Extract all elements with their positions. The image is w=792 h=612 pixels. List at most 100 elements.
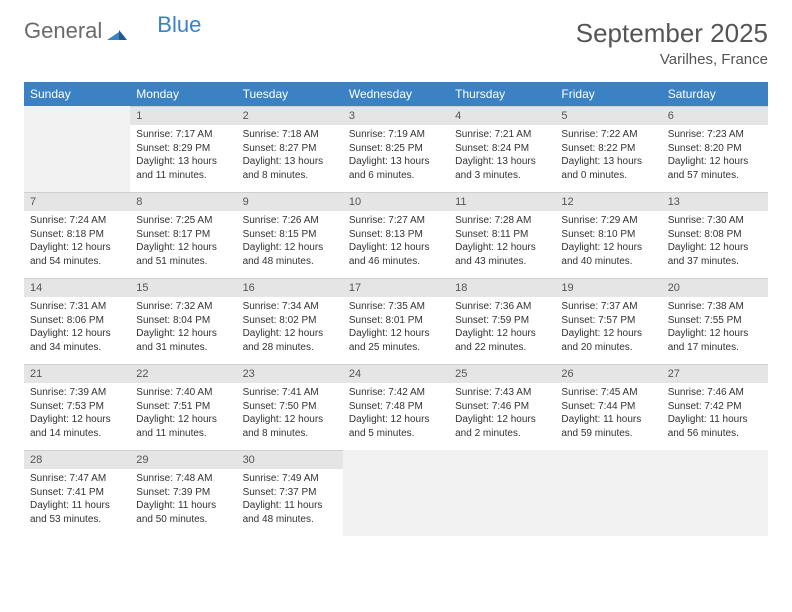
calendar-cell: 23Sunrise: 7:41 AMSunset: 7:50 PMDayligh… — [237, 364, 343, 450]
day-number: 22 — [130, 364, 236, 383]
weekday-header: Sunday — [24, 82, 130, 106]
title-block: September 2025 Varilhes, France — [576, 18, 768, 68]
calendar-row: 28Sunrise: 7:47 AMSunset: 7:41 PMDayligh… — [24, 450, 768, 536]
calendar-row: 1Sunrise: 7:17 AMSunset: 8:29 PMDaylight… — [24, 106, 768, 192]
calendar-cell — [662, 450, 768, 536]
calendar-cell: 13Sunrise: 7:30 AMSunset: 8:08 PMDayligh… — [662, 192, 768, 278]
sunset-text: Sunset: 7:48 PM — [349, 400, 443, 414]
day-number: 1 — [130, 106, 236, 125]
daylight-text: Daylight: 13 hours and 6 minutes. — [349, 155, 443, 182]
calendar-cell: 21Sunrise: 7:39 AMSunset: 7:53 PMDayligh… — [24, 364, 130, 450]
day-body: Sunrise: 7:21 AMSunset: 8:24 PMDaylight:… — [449, 125, 555, 186]
calendar-cell: 10Sunrise: 7:27 AMSunset: 8:13 PMDayligh… — [343, 192, 449, 278]
logo-icon — [107, 20, 127, 34]
sunset-text: Sunset: 8:20 PM — [668, 142, 762, 156]
day-number: 24 — [343, 364, 449, 383]
weekday-header: Saturday — [662, 82, 768, 106]
sunrise-text: Sunrise: 7:29 AM — [561, 214, 655, 228]
sunset-text: Sunset: 8:10 PM — [561, 228, 655, 242]
sunrise-text: Sunrise: 7:17 AM — [136, 128, 230, 142]
calendar-cell: 16Sunrise: 7:34 AMSunset: 8:02 PMDayligh… — [237, 278, 343, 364]
calendar-cell: 22Sunrise: 7:40 AMSunset: 7:51 PMDayligh… — [130, 364, 236, 450]
sunrise-text: Sunrise: 7:37 AM — [561, 300, 655, 314]
calendar-cell — [24, 106, 130, 192]
day-number: 6 — [662, 106, 768, 125]
sunset-text: Sunset: 8:02 PM — [243, 314, 337, 328]
sunrise-text: Sunrise: 7:22 AM — [561, 128, 655, 142]
sunset-text: Sunset: 8:11 PM — [455, 228, 549, 242]
daylight-text: Daylight: 12 hours and 22 minutes. — [455, 327, 549, 354]
sunrise-text: Sunrise: 7:40 AM — [136, 386, 230, 400]
sunset-text: Sunset: 8:17 PM — [136, 228, 230, 242]
sunrise-text: Sunrise: 7:48 AM — [136, 472, 230, 486]
sunset-text: Sunset: 7:53 PM — [30, 400, 124, 414]
calendar-cell: 4Sunrise: 7:21 AMSunset: 8:24 PMDaylight… — [449, 106, 555, 192]
calendar-cell: 7Sunrise: 7:24 AMSunset: 8:18 PMDaylight… — [24, 192, 130, 278]
daylight-text: Daylight: 13 hours and 0 minutes. — [561, 155, 655, 182]
calendar-cell: 15Sunrise: 7:32 AMSunset: 8:04 PMDayligh… — [130, 278, 236, 364]
calendar-body: 1Sunrise: 7:17 AMSunset: 8:29 PMDaylight… — [24, 106, 768, 536]
day-number: 29 — [130, 450, 236, 469]
calendar-cell: 12Sunrise: 7:29 AMSunset: 8:10 PMDayligh… — [555, 192, 661, 278]
sunrise-text: Sunrise: 7:42 AM — [349, 386, 443, 400]
day-number: 17 — [343, 278, 449, 297]
calendar-cell: 5Sunrise: 7:22 AMSunset: 8:22 PMDaylight… — [555, 106, 661, 192]
calendar-cell: 11Sunrise: 7:28 AMSunset: 8:11 PMDayligh… — [449, 192, 555, 278]
calendar-cell: 30Sunrise: 7:49 AMSunset: 7:37 PMDayligh… — [237, 450, 343, 536]
daylight-text: Daylight: 12 hours and 34 minutes. — [30, 327, 124, 354]
daylight-text: Daylight: 13 hours and 3 minutes. — [455, 155, 549, 182]
day-number: 4 — [449, 106, 555, 125]
day-body: Sunrise: 7:22 AMSunset: 8:22 PMDaylight:… — [555, 125, 661, 186]
sunset-text: Sunset: 7:42 PM — [668, 400, 762, 414]
calendar-row: 21Sunrise: 7:39 AMSunset: 7:53 PMDayligh… — [24, 364, 768, 450]
day-body: Sunrise: 7:38 AMSunset: 7:55 PMDaylight:… — [662, 297, 768, 358]
logo-text-1: General — [24, 18, 102, 44]
sunset-text: Sunset: 8:24 PM — [455, 142, 549, 156]
day-number: 16 — [237, 278, 343, 297]
sunrise-text: Sunrise: 7:43 AM — [455, 386, 549, 400]
day-number: 11 — [449, 192, 555, 211]
day-body: Sunrise: 7:17 AMSunset: 8:29 PMDaylight:… — [130, 125, 236, 186]
daylight-text: Daylight: 11 hours and 53 minutes. — [30, 499, 124, 526]
sunset-text: Sunset: 8:27 PM — [243, 142, 337, 156]
day-body: Sunrise: 7:19 AMSunset: 8:25 PMDaylight:… — [343, 125, 449, 186]
day-body: Sunrise: 7:49 AMSunset: 7:37 PMDaylight:… — [237, 469, 343, 530]
sunset-text: Sunset: 7:55 PM — [668, 314, 762, 328]
day-body: Sunrise: 7:40 AMSunset: 7:51 PMDaylight:… — [130, 383, 236, 444]
sunrise-text: Sunrise: 7:23 AM — [668, 128, 762, 142]
logo-text-2: Blue — [157, 12, 201, 38]
sunset-text: Sunset: 8:06 PM — [30, 314, 124, 328]
calendar-row: 7Sunrise: 7:24 AMSunset: 8:18 PMDaylight… — [24, 192, 768, 278]
day-number: 13 — [662, 192, 768, 211]
sunset-text: Sunset: 7:46 PM — [455, 400, 549, 414]
logo: General Blue — [24, 18, 175, 44]
day-body: Sunrise: 7:24 AMSunset: 8:18 PMDaylight:… — [24, 211, 130, 272]
location: Varilhes, France — [576, 51, 768, 68]
calendar-cell: 29Sunrise: 7:48 AMSunset: 7:39 PMDayligh… — [130, 450, 236, 536]
day-number: 2 — [237, 106, 343, 125]
calendar-cell: 2Sunrise: 7:18 AMSunset: 8:27 PMDaylight… — [237, 106, 343, 192]
day-body: Sunrise: 7:34 AMSunset: 8:02 PMDaylight:… — [237, 297, 343, 358]
sunset-text: Sunset: 7:37 PM — [243, 486, 337, 500]
daylight-text: Daylight: 13 hours and 11 minutes. — [136, 155, 230, 182]
calendar-cell: 9Sunrise: 7:26 AMSunset: 8:15 PMDaylight… — [237, 192, 343, 278]
daylight-text: Daylight: 11 hours and 56 minutes. — [668, 413, 762, 440]
calendar-cell: 25Sunrise: 7:43 AMSunset: 7:46 PMDayligh… — [449, 364, 555, 450]
sunrise-text: Sunrise: 7:39 AM — [30, 386, 124, 400]
day-body: Sunrise: 7:37 AMSunset: 7:57 PMDaylight:… — [555, 297, 661, 358]
sunset-text: Sunset: 8:15 PM — [243, 228, 337, 242]
day-body: Sunrise: 7:46 AMSunset: 7:42 PMDaylight:… — [662, 383, 768, 444]
sunrise-text: Sunrise: 7:26 AM — [243, 214, 337, 228]
calendar-cell: 18Sunrise: 7:36 AMSunset: 7:59 PMDayligh… — [449, 278, 555, 364]
day-body: Sunrise: 7:18 AMSunset: 8:27 PMDaylight:… — [237, 125, 343, 186]
day-number: 28 — [24, 450, 130, 469]
sunset-text: Sunset: 7:41 PM — [30, 486, 124, 500]
day-number: 7 — [24, 192, 130, 211]
day-number: 3 — [343, 106, 449, 125]
sunset-text: Sunset: 8:22 PM — [561, 142, 655, 156]
sunrise-text: Sunrise: 7:49 AM — [243, 472, 337, 486]
daylight-text: Daylight: 12 hours and 43 minutes. — [455, 241, 549, 268]
daylight-text: Daylight: 12 hours and 28 minutes. — [243, 327, 337, 354]
calendar-cell: 24Sunrise: 7:42 AMSunset: 7:48 PMDayligh… — [343, 364, 449, 450]
sunset-text: Sunset: 7:44 PM — [561, 400, 655, 414]
